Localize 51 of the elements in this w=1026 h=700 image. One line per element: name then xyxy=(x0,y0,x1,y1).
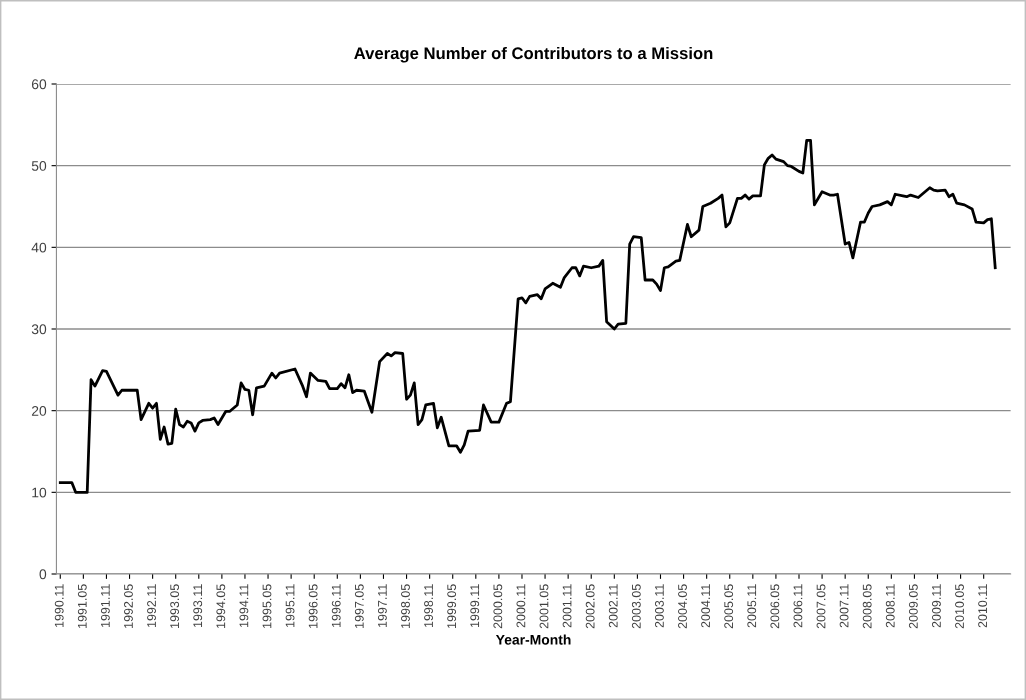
x-tick-label: 1995.11 xyxy=(285,584,295,628)
x-tick-label: 2008.11 xyxy=(885,584,895,628)
x-tick-label: 1994.05 xyxy=(216,584,226,628)
x-tick-label: 2009.11 xyxy=(932,584,941,628)
x-tick-label: 2007.11 xyxy=(839,584,849,628)
x-tick-label: 1996.05 xyxy=(308,584,318,628)
x-tick-label: 2001.05 xyxy=(539,584,549,629)
x-tick-label: 2006.05 xyxy=(770,584,780,629)
x-tick-label: 2003.11 xyxy=(654,584,664,628)
x-tick-label: 2005.11 xyxy=(747,584,757,628)
x-tick-label: 1999.05 xyxy=(447,584,457,628)
x-tick-label: 2010.05 xyxy=(955,584,964,629)
x-tick-label: 1993.05 xyxy=(170,584,180,628)
y-tick-label: 40 xyxy=(31,242,47,253)
x-tick-label: 2004.05 xyxy=(678,584,687,629)
x-tick-label: 1991.11 xyxy=(100,584,110,628)
x-tick-label: 2002.11 xyxy=(608,584,618,628)
y-tick-label: 20 xyxy=(31,406,47,416)
x-tick-label: 2004.11 xyxy=(701,584,711,628)
y-tick-label: 50 xyxy=(31,161,47,171)
x-tick-label: 2007.05 xyxy=(816,584,826,629)
x-tick-label: 2005.05 xyxy=(724,584,734,629)
x-tick-label: 1991.05 xyxy=(77,584,87,628)
x-tick-label: 1990.11 xyxy=(54,584,64,628)
x-tick-label: 1993.11 xyxy=(193,584,203,628)
y-tick-label: 10 xyxy=(32,487,47,498)
x-tick-label: 1994.11 xyxy=(239,584,249,628)
x-tick-label: 2000.05 xyxy=(493,584,503,629)
y-tick-label: 30 xyxy=(31,324,47,335)
x-tick-label: 1997.05 xyxy=(354,584,364,628)
x-tick-label: 1998.11 xyxy=(424,584,433,628)
x-tick-label: 2002.05 xyxy=(585,584,595,629)
x-tick-label: 2009.05 xyxy=(908,584,918,629)
x-tick-label: 1992.11 xyxy=(147,584,156,628)
y-tick-label: 60 xyxy=(31,79,47,90)
x-tick-label: 2010.11 xyxy=(978,584,988,628)
x-axis-title: Year-Month xyxy=(495,634,571,645)
x-tick-label: 2000.11 xyxy=(516,584,526,628)
x-tick-label: 2008.05 xyxy=(862,584,872,629)
line-series xyxy=(58,138,997,494)
x-tick-label: 2003.05 xyxy=(631,584,641,629)
y-tick-label: 0 xyxy=(39,569,47,580)
x-tick-label: 1997.11 xyxy=(377,584,387,628)
x-tick-label: 2006.11 xyxy=(793,584,803,628)
chart-title: Average Number of Contributors to a Mission xyxy=(354,46,713,63)
x-tick-label: 1998.05 xyxy=(401,584,410,628)
x-tick-label: 1992.05 xyxy=(124,584,133,628)
x-tick-label: 1995.05 xyxy=(262,584,272,628)
x-tick-label: 1999.11 xyxy=(470,584,480,628)
x-tick-label: 1996.11 xyxy=(331,584,341,628)
x-tick-label: 2001.11 xyxy=(562,584,572,628)
